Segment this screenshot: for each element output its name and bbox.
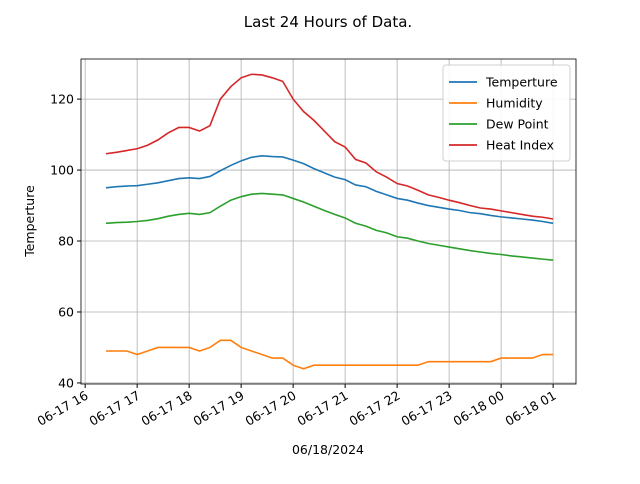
y-axis-label: Temperture [22,185,37,258]
legend-label: Dew Point [486,117,549,132]
y-tick-label: 60 [58,304,74,319]
y-tick-label: 80 [58,234,74,249]
legend-label: Heat Index [486,138,554,153]
y-tick-label: 100 [50,163,74,178]
legend-box [442,64,571,162]
series-line [105,339,554,370]
y-tick-label: 40 [58,375,74,390]
x-axis-label: 06/18/2024 [292,442,364,457]
chart-title: Last 24 Hours of Data. [244,13,412,31]
legend-label: Humidity [486,96,543,111]
y-tick-label: 120 [50,92,74,107]
series-line [105,73,554,220]
plot-frame [80,58,577,385]
legend-label: Temperture [485,75,558,90]
series-line [105,192,554,261]
series-line [105,155,554,225]
